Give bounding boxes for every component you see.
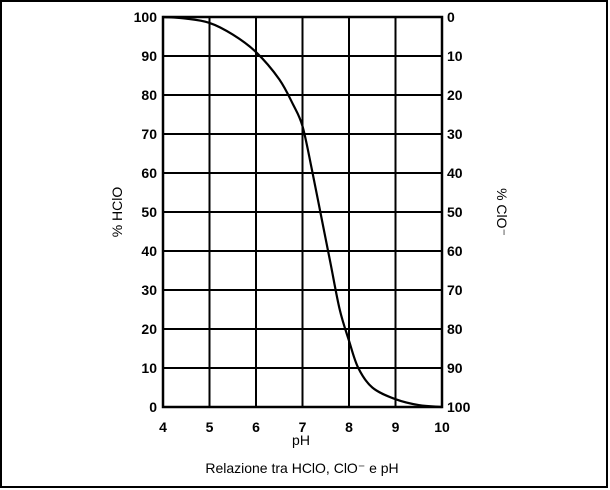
x-tick-label: 6 xyxy=(252,419,260,435)
y-tick-label-left: 40 xyxy=(141,243,157,259)
y-tick-label-left: 60 xyxy=(141,165,157,181)
x-tick-label: 7 xyxy=(299,419,307,435)
x-tick-label: 4 xyxy=(159,419,167,435)
y-tick-label-right: 10 xyxy=(447,48,463,64)
y-tick-label-left: 20 xyxy=(141,321,157,337)
x-axis-ticks: 4 5 6 7 8 9 10 xyxy=(159,419,450,435)
x-tick-label: 8 xyxy=(345,419,353,435)
y-tick-label-left: 30 xyxy=(141,282,157,298)
y-tick-label-right: 90 xyxy=(447,360,463,376)
y-tick-label-left: 70 xyxy=(141,126,157,142)
y-tick-label-right: 100 xyxy=(447,399,471,415)
grid xyxy=(162,16,443,408)
y-tick-label-left: 50 xyxy=(141,204,157,220)
y-tick-label-right: 30 xyxy=(447,126,463,142)
y-tick-label-left: 0 xyxy=(149,399,157,415)
y-tick-label-right: 80 xyxy=(447,321,463,337)
curve-layer xyxy=(162,15,443,409)
x-tick-label: 10 xyxy=(434,419,450,435)
x-tick-label: 9 xyxy=(392,419,400,435)
y-tick-label-left: 80 xyxy=(141,87,157,103)
y-tick-label-right: 0 xyxy=(447,9,455,25)
y-tick-label-right: 50 xyxy=(447,204,463,220)
y-tick-label-right: 70 xyxy=(447,282,463,298)
y-tick-label-right: 40 xyxy=(447,165,463,181)
x-axis-title: pH xyxy=(292,432,310,448)
y-axis-left-ticks: 0 10 20 30 40 50 60 70 80 90 100 xyxy=(134,9,158,415)
hclo-curve xyxy=(162,15,443,409)
y-tick-label-right: 60 xyxy=(447,243,463,259)
y-tick-label-left: 10 xyxy=(141,360,157,376)
y-axis-left-title: % HClO xyxy=(109,187,125,238)
y-tick-label-right: 20 xyxy=(447,87,463,103)
plot-area-border xyxy=(161,15,444,409)
x-tick-label: 5 xyxy=(206,419,214,435)
y-tick-label-left: 90 xyxy=(141,48,157,64)
y-axis-right-title: % ClO⁻ xyxy=(494,188,510,236)
chart-caption: Relazione tra HClO, ClO⁻ e pH xyxy=(205,460,398,476)
y-tick-label-left: 100 xyxy=(134,9,158,25)
plot-frame xyxy=(161,15,444,409)
